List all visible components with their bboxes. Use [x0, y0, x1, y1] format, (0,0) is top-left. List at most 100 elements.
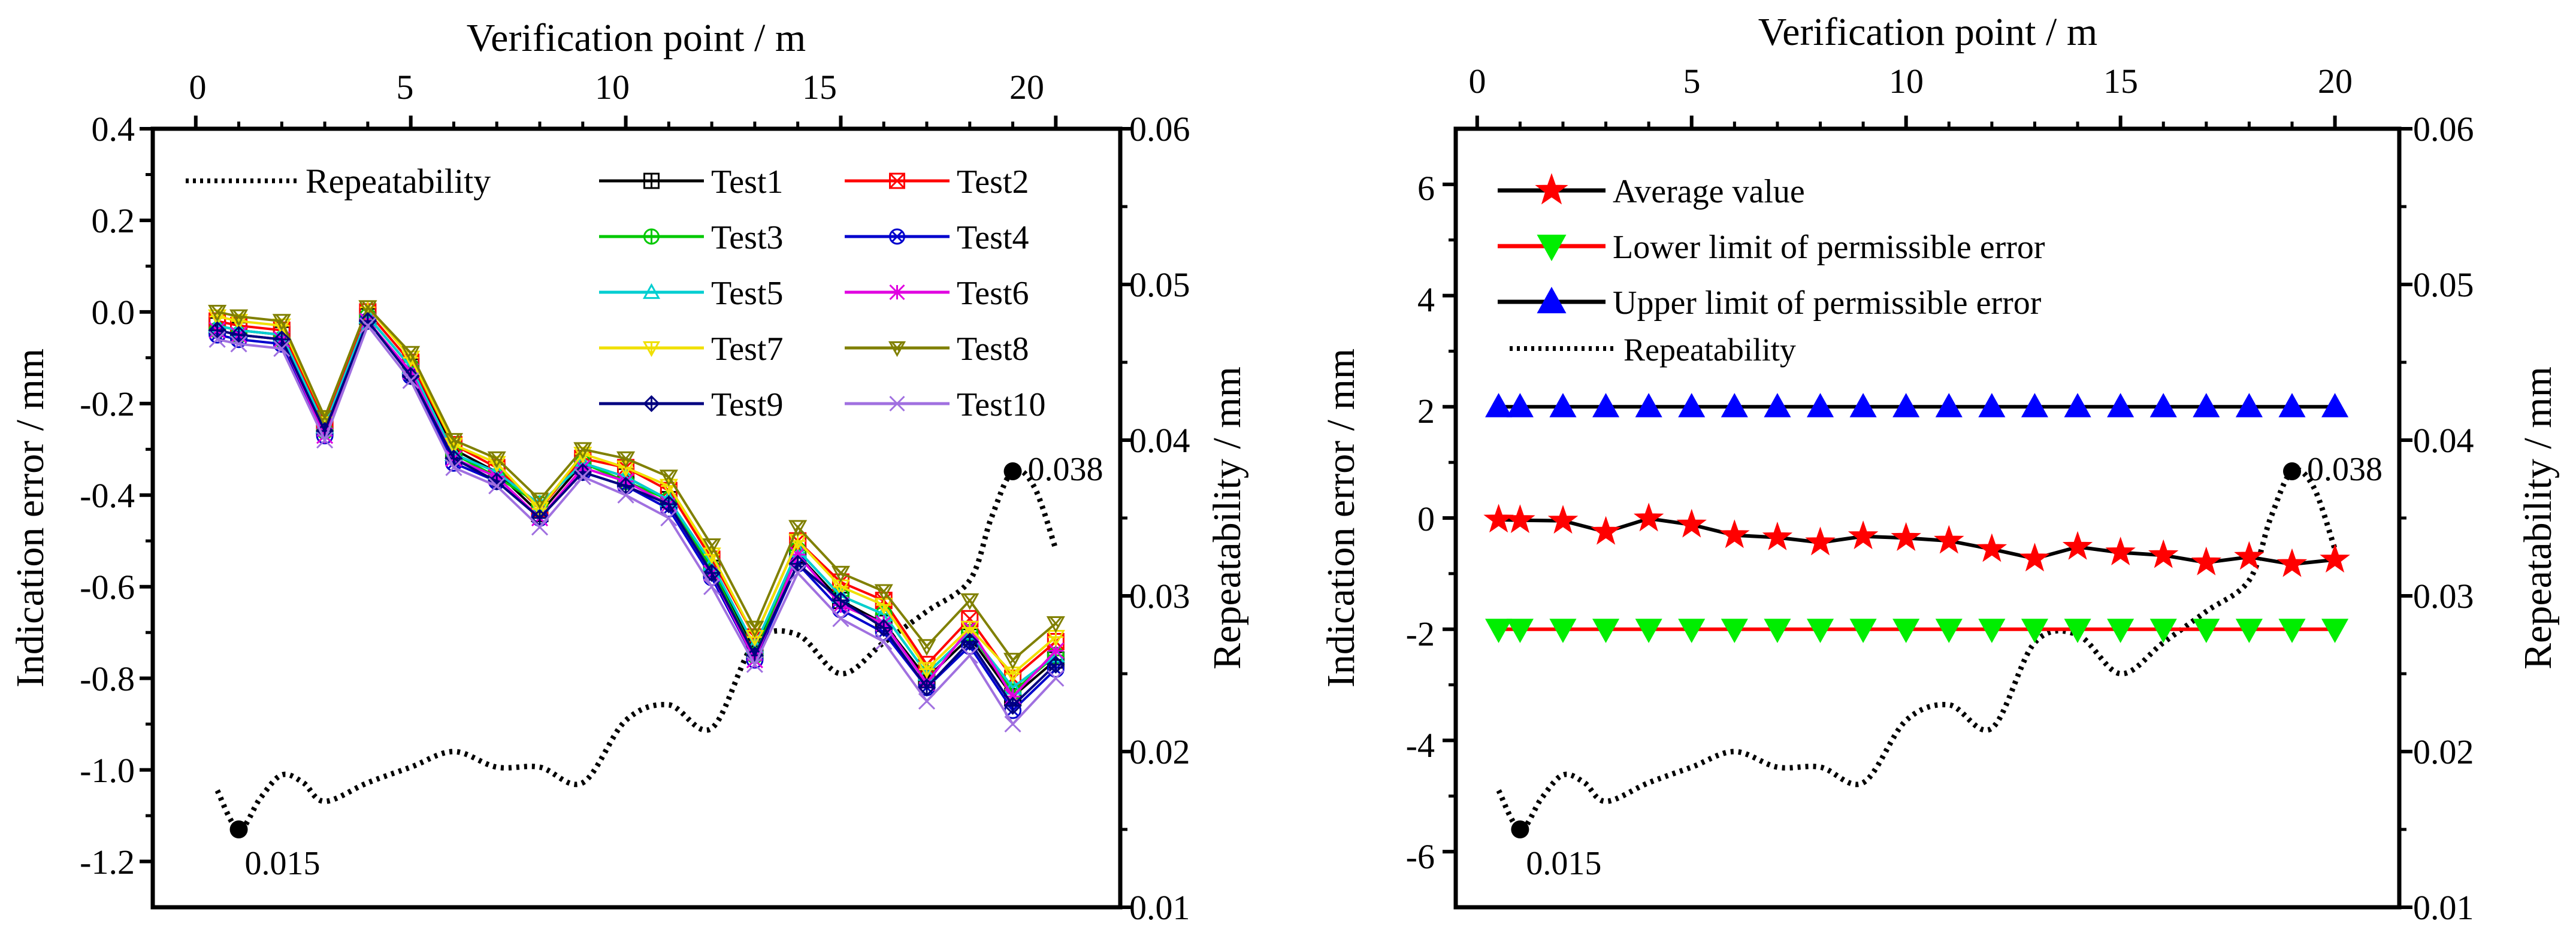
marker-shape	[444, 433, 463, 450]
repeatability-line	[214, 467, 1059, 832]
data-point	[1505, 504, 1535, 534]
marker-stroke	[404, 346, 415, 358]
data-point	[1849, 393, 1877, 417]
y-tick-label: -4	[1406, 726, 1435, 765]
legend-label: Test2	[957, 163, 1029, 201]
x-tick-label: 10	[1889, 62, 1924, 101]
data-point	[1892, 619, 1920, 643]
marker-stroke	[211, 305, 222, 317]
marker-shape	[1549, 393, 1577, 417]
marker-shape	[1806, 619, 1834, 643]
marker-stroke	[1004, 716, 1021, 733]
right-y-axis-title: Indication error / mm	[1319, 349, 1363, 687]
data-point	[1976, 533, 2007, 562]
data-point	[2107, 619, 2134, 643]
y-tick-label: -6	[1406, 837, 1435, 876]
data-point	[660, 509, 678, 527]
y2-tick-label: 0.04	[1129, 421, 1190, 460]
right-y2-tick-labels: 0.06 0.05 0.04 0.03 0.02 0.01	[2413, 110, 2474, 927]
data-point	[1592, 619, 1620, 643]
marker-stroke	[361, 300, 372, 312]
marker-shape	[2149, 619, 2177, 643]
marker-shape	[1046, 616, 1065, 633]
data-point	[2193, 619, 2220, 643]
y-tick-label: -1.2	[80, 843, 135, 882]
y2-tick-label: 0.06	[2413, 110, 2474, 149]
data-point	[358, 300, 377, 317]
marker-stroke	[235, 310, 245, 321]
marker-stroke	[663, 470, 673, 481]
legend-swatch-marker	[888, 341, 906, 358]
marker-shape	[1592, 619, 1620, 643]
y-tick-label: 2	[1417, 392, 1435, 431]
data-point	[1764, 393, 1791, 417]
marker-stroke	[318, 410, 329, 422]
marker-shape	[1678, 619, 1706, 643]
marker-stroke	[748, 621, 759, 632]
data-point	[273, 330, 291, 349]
marker-stroke	[1047, 670, 1065, 687]
y2-tick-label: 0.01	[1129, 888, 1190, 927]
y-tick-label: 0	[1417, 499, 1435, 538]
data-point	[1806, 393, 1834, 417]
data-point	[229, 309, 249, 326]
legend-label: Test10	[957, 386, 1046, 423]
data-point	[316, 431, 334, 449]
data-point	[1004, 716, 1021, 733]
marker-stroke	[208, 331, 226, 348]
marker-shape	[642, 283, 661, 299]
legend-label: Lower limit of permissible error	[1613, 229, 2045, 266]
marker-shape	[1891, 522, 1921, 551]
data-point	[2278, 393, 2306, 417]
data-point	[208, 331, 226, 348]
marker-shape	[788, 520, 808, 537]
legend-swatch-marker	[889, 395, 905, 412]
legend-swatch-marker	[642, 283, 661, 299]
legend-label: Repeatability	[306, 162, 491, 201]
y2-tick-label: 0.03	[2413, 577, 2474, 616]
marker-shape	[2193, 393, 2220, 417]
marker-shape	[889, 228, 905, 245]
legend-swatch-marker	[1535, 172, 1568, 205]
marker-shape	[1848, 520, 1879, 550]
marker-shape	[401, 346, 421, 363]
marker-stroke	[321, 410, 331, 422]
marker-stroke	[703, 578, 721, 595]
data-point	[2064, 393, 2091, 417]
legend-swatch-marker	[642, 341, 661, 358]
marker-shape	[229, 309, 249, 326]
left-y-tick-labels: 0.4 0.2 0.0 -0.2 -0.4 -0.6 -0.8 -1.0 -1.…	[80, 110, 135, 882]
marker-shape	[917, 639, 936, 656]
data-point	[875, 633, 893, 650]
data-point	[1003, 696, 1022, 715]
data-point	[1806, 619, 1834, 643]
data-point	[402, 372, 419, 389]
data-point	[2321, 619, 2349, 643]
data-point	[702, 564, 721, 582]
data-point	[832, 591, 850, 610]
repeatability-extreme-point	[2283, 462, 2302, 480]
legend-label: Test3	[711, 219, 784, 256]
x-tick-label: 15	[802, 68, 837, 107]
marker-shape	[2064, 619, 2091, 643]
data-point	[917, 639, 936, 656]
marker-shape	[208, 304, 227, 322]
marker-stroke	[751, 621, 761, 632]
marker-shape	[2235, 393, 2263, 417]
marker-stroke	[891, 231, 903, 243]
legend-label: Test9	[711, 386, 784, 423]
left-tick-marks	[140, 116, 1133, 909]
marker-stroke	[450, 433, 460, 445]
repeatability-annotation: 0.038	[2307, 451, 2383, 488]
data-point	[2235, 393, 2263, 417]
data-point	[2021, 393, 2049, 417]
repeatability-annotation: 0.038	[1028, 451, 1103, 488]
marker-stroke	[576, 442, 587, 454]
marker-stroke	[891, 341, 901, 352]
data-point	[2235, 619, 2263, 643]
data-point	[230, 335, 247, 353]
data-point	[487, 451, 506, 468]
data-point	[208, 321, 226, 340]
marker-shape	[272, 314, 291, 331]
